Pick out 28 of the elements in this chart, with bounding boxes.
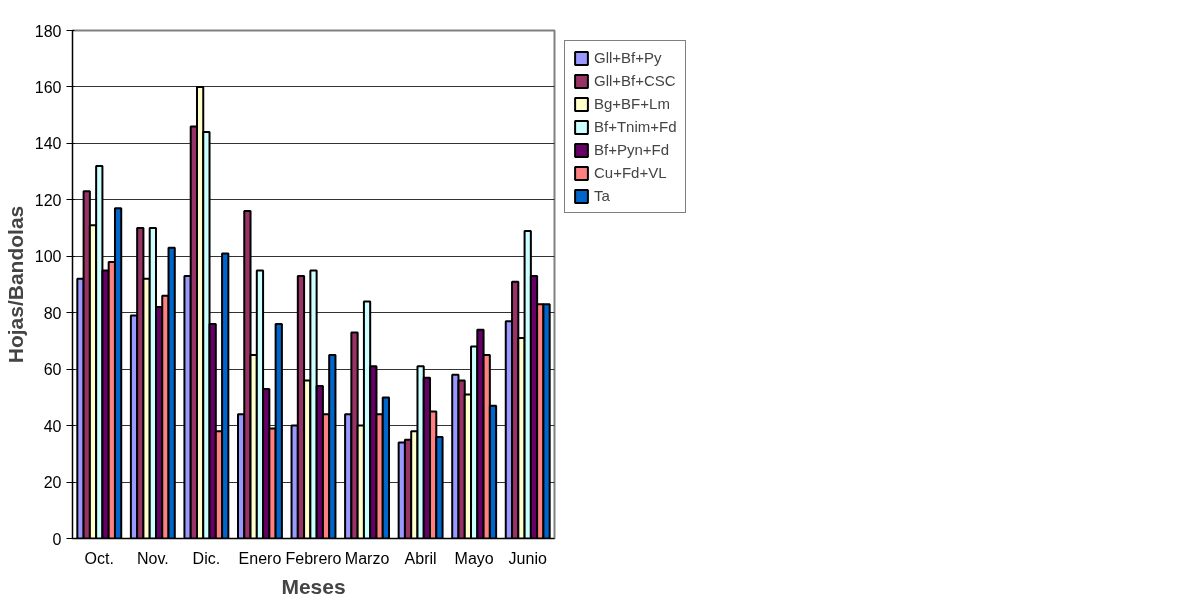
y-tick-label: 20 bbox=[43, 474, 62, 492]
y-tick-label: 60 bbox=[43, 361, 62, 379]
y-tick-label: 160 bbox=[34, 78, 62, 96]
y-axis-title: Hojas/Bandolas bbox=[3, 205, 27, 364]
x-tick-label: Mayo bbox=[454, 549, 494, 567]
x-tick-label: Junio bbox=[508, 549, 547, 567]
x-tick-label: Oct. bbox=[84, 549, 114, 567]
x-tick-label: Marzo bbox=[344, 549, 390, 567]
y-tick-label: 180 bbox=[34, 22, 62, 40]
legend-label: Gll+Bf+Py bbox=[594, 49, 662, 66]
y-tick-label: 120 bbox=[34, 191, 62, 209]
x-axis-title: Meses bbox=[281, 574, 346, 598]
x-tick-label: Dic. bbox=[192, 549, 221, 567]
legend-label: Ta bbox=[594, 187, 611, 204]
legend-label: Bf+Tnim+Fd bbox=[594, 118, 677, 135]
legend-label: Bg+BF+Lm bbox=[594, 95, 670, 112]
y-tick-label: 0 bbox=[52, 530, 62, 548]
y-tick-label: 140 bbox=[34, 135, 62, 153]
legend-label: Cu+Fd+VL bbox=[594, 164, 667, 181]
y-tick-label: 40 bbox=[43, 417, 62, 435]
legend-label: Gll+Bf+CSC bbox=[594, 72, 676, 89]
legend-label: Bf+Pyn+Fd bbox=[594, 141, 670, 158]
x-tick-label: Abril bbox=[404, 549, 437, 567]
y-tick-label: 80 bbox=[43, 304, 62, 322]
x-tick-label: Enero bbox=[238, 549, 282, 567]
x-tick-label: Nov. bbox=[136, 549, 169, 567]
y-tick-label: 100 bbox=[34, 248, 62, 266]
x-tick-label: Febrero bbox=[285, 549, 342, 567]
